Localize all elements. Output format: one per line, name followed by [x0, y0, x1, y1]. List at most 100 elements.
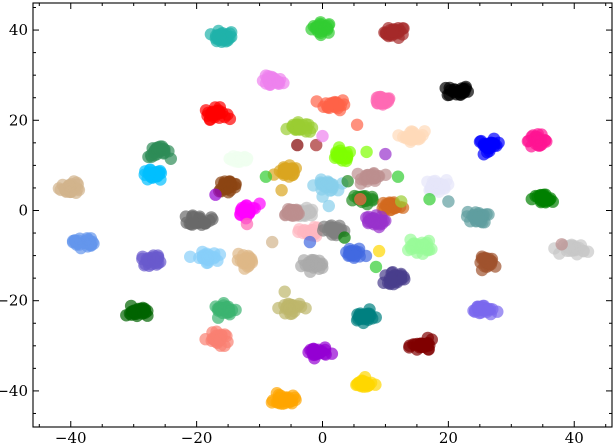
data-point [280, 167, 293, 180]
outlier-point [350, 118, 364, 131]
data-point [154, 173, 167, 186]
data-point [351, 167, 364, 181]
data-point [265, 396, 279, 409]
data-point [147, 252, 160, 266]
cluster-14 [328, 141, 356, 168]
data-point [283, 208, 297, 221]
outlier-point [240, 217, 254, 231]
cluster-31 [66, 232, 100, 255]
cluster-46 [467, 299, 504, 321]
y-tick-label: 40 [9, 21, 28, 39]
x-tick-label: 40 [565, 429, 584, 446]
cluster-37 [184, 245, 227, 270]
data-point [364, 215, 378, 228]
data-point [310, 95, 323, 108]
cluster-35 [402, 234, 438, 260]
outlier-point [209, 188, 222, 201]
outlier-point [354, 193, 367, 206]
data-point [292, 116, 305, 129]
outlier-point [259, 170, 273, 183]
cluster-15 [138, 163, 168, 186]
data-point [424, 182, 437, 196]
data-point [325, 178, 339, 191]
data-point [202, 249, 216, 262]
points-layer [52, 16, 595, 410]
outlier-point [253, 197, 266, 210]
data-point [531, 134, 544, 147]
data-point [144, 163, 157, 176]
data-point [335, 148, 348, 162]
data-point [297, 224, 311, 237]
data-point [58, 182, 72, 196]
data-point [357, 378, 370, 391]
data-point [259, 77, 273, 90]
data-point [521, 135, 535, 148]
cluster-27 [179, 209, 219, 231]
outlier-point [369, 260, 383, 274]
data-point [215, 176, 228, 189]
y-tick-label: −40 [0, 382, 28, 400]
cluster-38 [231, 247, 259, 275]
data-point [319, 348, 332, 361]
data-point [453, 85, 467, 98]
data-point [201, 109, 214, 122]
outlier-point [360, 145, 373, 159]
outlier-point [322, 199, 335, 213]
x-tick-label: 0 [318, 429, 328, 446]
cluster-0 [305, 16, 336, 42]
cluster-1 [378, 22, 410, 44]
data-point [472, 211, 485, 224]
tick-labels: −40 −20 0 20 40 −40 −20 0 20 40 [0, 21, 584, 446]
cluster-3 [256, 69, 290, 92]
cluster-42 [377, 266, 411, 291]
outlier-point [338, 231, 351, 244]
cluster-41 [548, 238, 595, 261]
data-point [243, 251, 256, 264]
data-point [188, 216, 201, 229]
outlier-point [379, 147, 392, 161]
data-point [285, 394, 299, 407]
cluster-13 [223, 150, 254, 168]
data-point [481, 146, 494, 159]
cluster-6 [310, 94, 351, 117]
outlier-point [555, 238, 568, 251]
data-point [74, 241, 88, 255]
cluster-48 [199, 325, 234, 352]
cluster-50 [302, 341, 339, 365]
data-point [369, 378, 382, 391]
outlier-point [303, 125, 317, 138]
data-point [217, 302, 230, 315]
data-point [342, 249, 355, 262]
cluster-43 [209, 297, 242, 324]
data-point [440, 174, 453, 187]
x-tick-label: −40 [55, 429, 87, 446]
cluster-52 [265, 387, 302, 410]
y-tick-label: 0 [18, 201, 28, 219]
cluster-22 [525, 188, 559, 209]
outlier-point [442, 195, 455, 208]
data-point [229, 155, 242, 168]
data-point [310, 259, 323, 273]
cluster-4 [439, 80, 474, 102]
data-point [414, 242, 428, 255]
cluster-18 [52, 175, 86, 199]
x-tick-label: 20 [439, 429, 458, 446]
data-point [81, 233, 95, 246]
data-point [214, 333, 227, 346]
outlier-point [341, 175, 354, 188]
data-point [471, 300, 484, 313]
cluster-44 [272, 297, 312, 321]
x-tick-label: −20 [181, 429, 213, 446]
data-point [314, 16, 327, 29]
data-point [184, 250, 197, 263]
data-point [124, 299, 138, 313]
cluster-40 [474, 250, 502, 277]
data-point [153, 142, 166, 156]
ticks-layer [33, 3, 612, 427]
data-point [304, 343, 317, 357]
data-point [385, 272, 398, 286]
data-point [272, 77, 286, 91]
outlier-point [372, 244, 386, 258]
data-point [478, 252, 491, 265]
